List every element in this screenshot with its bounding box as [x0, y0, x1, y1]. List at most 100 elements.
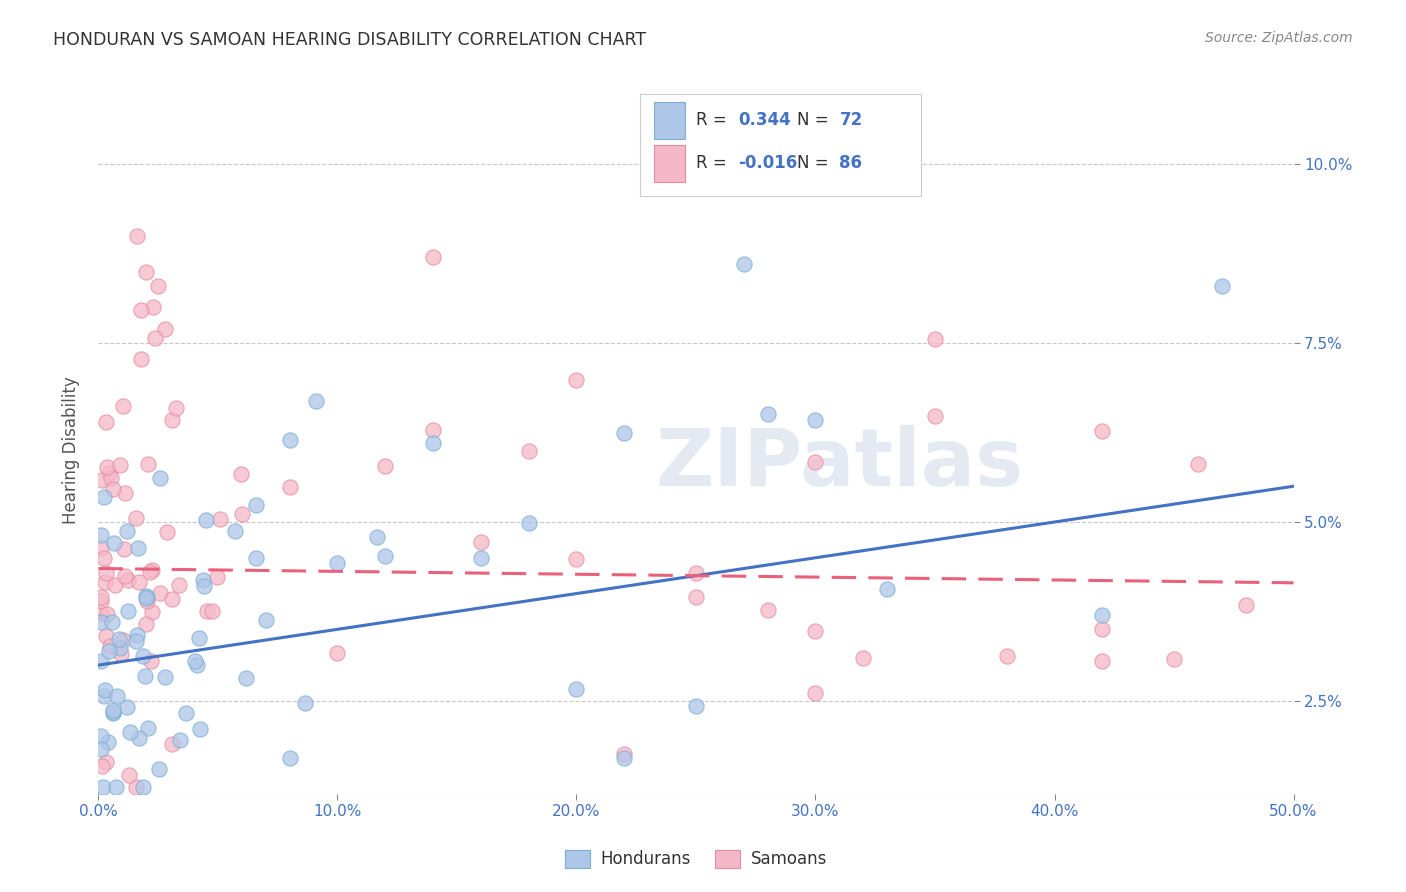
Point [135, 594, 157, 608]
Point [565, 373, 588, 387]
Text: -0.016: -0.016 [738, 154, 797, 172]
Point [613, 426, 636, 441]
Point [90, 606, 112, 620]
Point [149, 586, 172, 600]
Point [187, 631, 209, 645]
Point [224, 524, 246, 538]
Point [103, 482, 125, 496]
Point [245, 550, 267, 565]
Point [169, 733, 191, 747]
Point [326, 646, 349, 660]
Y-axis label: Hearing Disability: Hearing Disability [62, 376, 80, 524]
Point [278, 433, 301, 447]
Point [1091, 424, 1114, 438]
Point [278, 480, 301, 494]
Point [112, 632, 135, 647]
Point [1234, 598, 1257, 612]
Point [110, 458, 132, 472]
Point [165, 401, 187, 415]
Point [804, 685, 827, 699]
Point [128, 575, 150, 590]
Point [141, 563, 163, 577]
Text: ZIPatlas: ZIPatlas [655, 425, 1024, 503]
Point [326, 556, 349, 570]
Point [470, 535, 492, 549]
Point [685, 590, 707, 604]
Point [132, 649, 155, 664]
Point [104, 780, 127, 794]
Point [208, 512, 231, 526]
Point [995, 649, 1018, 664]
Point [90, 654, 112, 668]
Point [98, 639, 121, 653]
Text: Source: ZipAtlas.com: Source: ZipAtlas.com [1205, 31, 1353, 45]
Point [136, 457, 159, 471]
Point [565, 682, 588, 697]
Point [366, 530, 388, 544]
Text: 72: 72 [839, 112, 863, 129]
Point [195, 604, 218, 618]
Point [117, 573, 139, 587]
Point [804, 624, 827, 639]
Point [90, 541, 112, 555]
Point [97, 735, 120, 749]
Point [94, 755, 117, 769]
Point [470, 551, 492, 566]
Point [93, 690, 115, 704]
Point [231, 507, 253, 521]
Point [91, 759, 114, 773]
Point [94, 575, 117, 590]
Point [132, 780, 155, 794]
Point [305, 393, 328, 408]
Point [125, 634, 148, 648]
Text: 86: 86 [839, 154, 862, 172]
Text: 0.344: 0.344 [738, 112, 792, 129]
Point [278, 751, 301, 765]
Point [1187, 457, 1209, 471]
Point [294, 696, 316, 710]
Point [374, 549, 396, 564]
Point [517, 443, 540, 458]
Point [756, 407, 779, 421]
Point [924, 409, 946, 423]
Point [127, 541, 149, 555]
Point [128, 731, 150, 746]
Point [141, 606, 163, 620]
Legend: Hondurans, Samoans: Hondurans, Samoans [558, 843, 834, 875]
Point [93, 490, 115, 504]
Point [1091, 623, 1114, 637]
Point [93, 551, 115, 566]
Point [186, 658, 208, 673]
Point [129, 351, 152, 366]
Point [135, 616, 157, 631]
Text: N =: N = [797, 112, 834, 129]
Point [565, 551, 588, 566]
Point [91, 780, 114, 794]
Point [174, 706, 197, 721]
Text: N =: N = [797, 154, 834, 172]
Point [245, 499, 267, 513]
Point [112, 541, 135, 556]
Point [90, 615, 112, 629]
Point [94, 566, 117, 581]
Point [142, 301, 165, 315]
Point [135, 591, 157, 606]
Point [127, 628, 149, 642]
Point [149, 471, 172, 485]
Point [155, 322, 177, 336]
Point [96, 460, 118, 475]
Point [134, 669, 156, 683]
Point [188, 723, 211, 737]
Point [90, 590, 112, 604]
Point [104, 578, 127, 592]
Point [685, 699, 707, 714]
Point [184, 654, 207, 668]
Point [148, 762, 170, 776]
Point [108, 632, 131, 646]
Point [90, 742, 112, 756]
Point [876, 582, 898, 597]
Point [422, 250, 444, 264]
Point [94, 629, 117, 643]
Point [1091, 654, 1114, 668]
Text: HONDURAN VS SAMOAN HEARING DISABILITY CORRELATION CHART: HONDURAN VS SAMOAN HEARING DISABILITY CO… [53, 31, 647, 49]
